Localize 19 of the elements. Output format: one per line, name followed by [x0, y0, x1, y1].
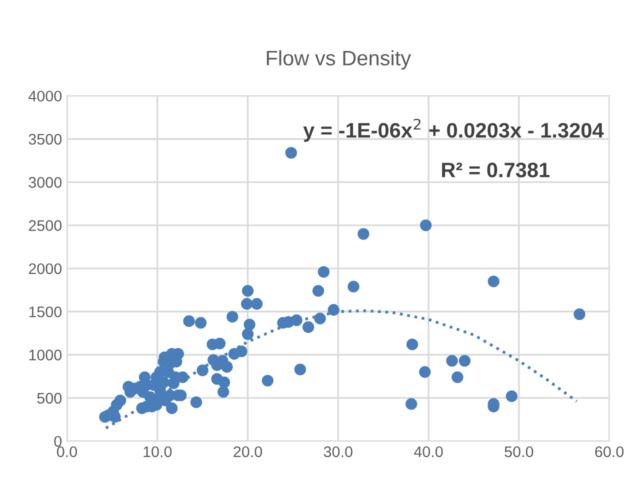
- y-tick-label: 2500: [28, 220, 62, 231]
- y-tick-label: 3000: [28, 177, 62, 188]
- x-tick-label: 10.0: [144, 446, 172, 458]
- y-tick-label: 1000: [29, 350, 62, 360]
- y-tick-label: 0: [54, 436, 62, 447]
- x-tick-label: 0.0: [56, 446, 78, 458]
- x-tick-label: 30.0: [324, 446, 352, 458]
- x-tick-label: 20.0: [234, 446, 262, 458]
- y-tick-label: 500: [37, 392, 62, 404]
- annotation: y = -1E-06x$^{2}$ + 0.0203x - 1.3204: [303, 118, 604, 142]
- y-tick-label: 1500: [29, 306, 62, 318]
- chart-title: Flow vs Density: [266, 50, 412, 70]
- x-tick-label: 40.0: [414, 446, 443, 458]
- y-tick-label: 2000: [28, 263, 62, 274]
- x-tick-label: 60.0: [595, 446, 624, 458]
- annotation: R² = 0.7381: [442, 162, 550, 178]
- y-tick-label: 4000: [28, 90, 62, 102]
- x-tick-label: 50.0: [504, 446, 534, 458]
- y-tick-label: 3500: [28, 134, 62, 145]
